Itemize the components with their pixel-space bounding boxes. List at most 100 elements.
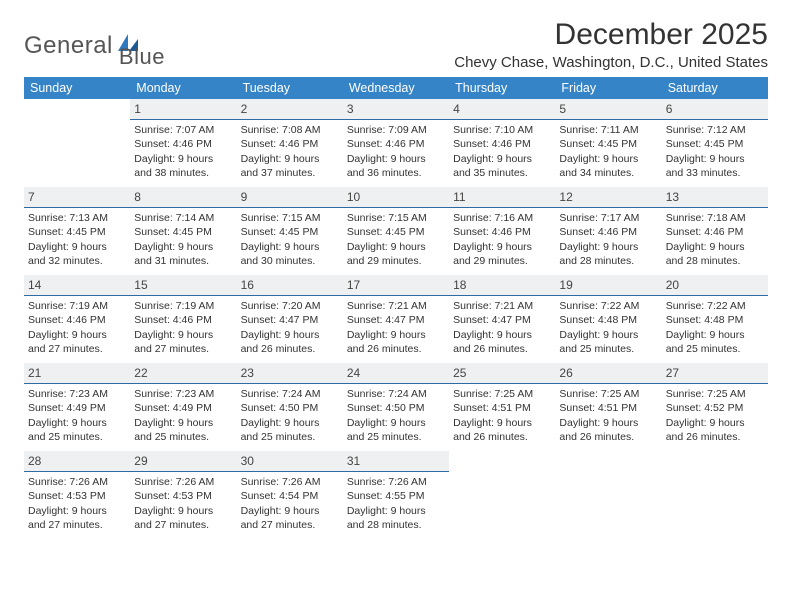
calendar-cell: 22Sunrise: 7:23 AMSunset: 4:49 PMDayligh… — [130, 363, 236, 451]
sunset-text: Sunset: 4:47 PM — [347, 313, 445, 327]
day-number: 6 — [662, 99, 768, 120]
sunrise-text: Sunrise: 7:17 AM — [559, 211, 657, 225]
daylight-text: Daylight: 9 hours — [28, 240, 126, 254]
daylight-text: and 36 minutes. — [347, 166, 445, 180]
sunrise-text: Sunrise: 7:22 AM — [559, 299, 657, 313]
calendar-cell: 17Sunrise: 7:21 AMSunset: 4:47 PMDayligh… — [343, 275, 449, 363]
sunrise-text: Sunrise: 7:25 AM — [666, 387, 764, 401]
sunrise-text: Sunrise: 7:21 AM — [347, 299, 445, 313]
day-number: 9 — [237, 187, 343, 208]
sunrise-text: Sunrise: 7:20 AM — [241, 299, 339, 313]
daylight-text: and 37 minutes. — [241, 166, 339, 180]
daylight-text: Daylight: 9 hours — [241, 152, 339, 166]
daylight-text: and 34 minutes. — [559, 166, 657, 180]
day-number: 31 — [343, 451, 449, 472]
day-header: Sunday — [24, 77, 130, 99]
daylight-text: Daylight: 9 hours — [241, 416, 339, 430]
calendar-cell: 14Sunrise: 7:19 AMSunset: 4:46 PMDayligh… — [24, 275, 130, 363]
day-number: 3 — [343, 99, 449, 120]
sunrise-text: Sunrise: 7:23 AM — [28, 387, 126, 401]
page-title: December 2025 — [454, 18, 768, 52]
calendar-cell: 30Sunrise: 7:26 AMSunset: 4:54 PMDayligh… — [237, 451, 343, 539]
calendar-cell: 9Sunrise: 7:15 AMSunset: 4:45 PMDaylight… — [237, 187, 343, 275]
day-number: 29 — [130, 451, 236, 472]
calendar-cell: 24Sunrise: 7:24 AMSunset: 4:50 PMDayligh… — [343, 363, 449, 451]
calendar-cell: 29Sunrise: 7:26 AMSunset: 4:53 PMDayligh… — [130, 451, 236, 539]
day-number: 10 — [343, 187, 449, 208]
sunset-text: Sunset: 4:52 PM — [666, 401, 764, 415]
daylight-text: Daylight: 9 hours — [241, 240, 339, 254]
calendar-cell: 10Sunrise: 7:15 AMSunset: 4:45 PMDayligh… — [343, 187, 449, 275]
day-header: Saturday — [662, 77, 768, 99]
daylight-text: Daylight: 9 hours — [666, 240, 764, 254]
calendar-cell: 27Sunrise: 7:25 AMSunset: 4:52 PMDayligh… — [662, 363, 768, 451]
daylight-text: Daylight: 9 hours — [666, 328, 764, 342]
daylight-text: Daylight: 9 hours — [559, 240, 657, 254]
daylight-text: Daylight: 9 hours — [559, 152, 657, 166]
sunrise-text: Sunrise: 7:21 AM — [453, 299, 551, 313]
daylight-text: and 26 minutes. — [666, 430, 764, 444]
day-number: 27 — [662, 363, 768, 384]
daylight-text: and 26 minutes. — [347, 342, 445, 356]
daylight-text: and 31 minutes. — [134, 254, 232, 268]
sunrise-text: Sunrise: 7:24 AM — [347, 387, 445, 401]
calendar-cell: 15Sunrise: 7:19 AMSunset: 4:46 PMDayligh… — [130, 275, 236, 363]
sunrise-text: Sunrise: 7:10 AM — [453, 123, 551, 137]
logo-word1: General — [24, 32, 113, 60]
day-header: Monday — [130, 77, 236, 99]
daylight-text: and 25 minutes. — [347, 430, 445, 444]
day-number: 18 — [449, 275, 555, 296]
calendar-cell: 19Sunrise: 7:22 AMSunset: 4:48 PMDayligh… — [555, 275, 661, 363]
calendar-cell-empty — [555, 451, 661, 539]
daylight-text: Daylight: 9 hours — [28, 328, 126, 342]
daylight-text: and 26 minutes. — [559, 430, 657, 444]
daylight-text: Daylight: 9 hours — [241, 328, 339, 342]
sunrise-text: Sunrise: 7:25 AM — [453, 387, 551, 401]
sunset-text: Sunset: 4:45 PM — [559, 137, 657, 151]
daylight-text: and 27 minutes. — [134, 342, 232, 356]
sunset-text: Sunset: 4:45 PM — [241, 225, 339, 239]
daylight-text: and 25 minutes. — [241, 430, 339, 444]
calendar-cell: 18Sunrise: 7:21 AMSunset: 4:47 PMDayligh… — [449, 275, 555, 363]
daylight-text: Daylight: 9 hours — [134, 504, 232, 518]
calendar-cell: 31Sunrise: 7:26 AMSunset: 4:55 PMDayligh… — [343, 451, 449, 539]
title-block: December 2025 Chevy Chase, Washington, D… — [454, 18, 768, 71]
logo-word2: Blue — [119, 44, 165, 70]
sunset-text: Sunset: 4:48 PM — [559, 313, 657, 327]
sunrise-text: Sunrise: 7:08 AM — [241, 123, 339, 137]
logo: General Blue — [24, 22, 165, 70]
sunset-text: Sunset: 4:46 PM — [453, 225, 551, 239]
sunset-text: Sunset: 4:51 PM — [559, 401, 657, 415]
daylight-text: and 25 minutes. — [134, 430, 232, 444]
day-number: 13 — [662, 187, 768, 208]
sunrise-text: Sunrise: 7:15 AM — [347, 211, 445, 225]
daylight-text: and 38 minutes. — [134, 166, 232, 180]
daylight-text: and 32 minutes. — [28, 254, 126, 268]
sunset-text: Sunset: 4:46 PM — [241, 137, 339, 151]
day-number: 15 — [130, 275, 236, 296]
day-number: 19 — [555, 275, 661, 296]
calendar-cell: 6Sunrise: 7:12 AMSunset: 4:45 PMDaylight… — [662, 99, 768, 187]
daylight-text: Daylight: 9 hours — [347, 504, 445, 518]
day-number: 30 — [237, 451, 343, 472]
sunset-text: Sunset: 4:46 PM — [347, 137, 445, 151]
sunrise-text: Sunrise: 7:18 AM — [666, 211, 764, 225]
daylight-text: Daylight: 9 hours — [347, 152, 445, 166]
daylight-text: Daylight: 9 hours — [28, 416, 126, 430]
calendar-cell: 3Sunrise: 7:09 AMSunset: 4:46 PMDaylight… — [343, 99, 449, 187]
daylight-text: and 25 minutes. — [666, 342, 764, 356]
daylight-text: and 27 minutes. — [28, 518, 126, 532]
sunset-text: Sunset: 4:47 PM — [453, 313, 551, 327]
daylight-text: Daylight: 9 hours — [347, 416, 445, 430]
daylight-text: and 25 minutes. — [28, 430, 126, 444]
daylight-text: Daylight: 9 hours — [559, 416, 657, 430]
sunset-text: Sunset: 4:46 PM — [559, 225, 657, 239]
day-number: 26 — [555, 363, 661, 384]
day-number: 23 — [237, 363, 343, 384]
day-number: 14 — [24, 275, 130, 296]
day-number: 8 — [130, 187, 236, 208]
sunrise-text: Sunrise: 7:24 AM — [241, 387, 339, 401]
daylight-text: and 27 minutes. — [134, 518, 232, 532]
calendar-cell: 2Sunrise: 7:08 AMSunset: 4:46 PMDaylight… — [237, 99, 343, 187]
calendar-table: SundayMondayTuesdayWednesdayThursdayFrid… — [24, 77, 768, 539]
